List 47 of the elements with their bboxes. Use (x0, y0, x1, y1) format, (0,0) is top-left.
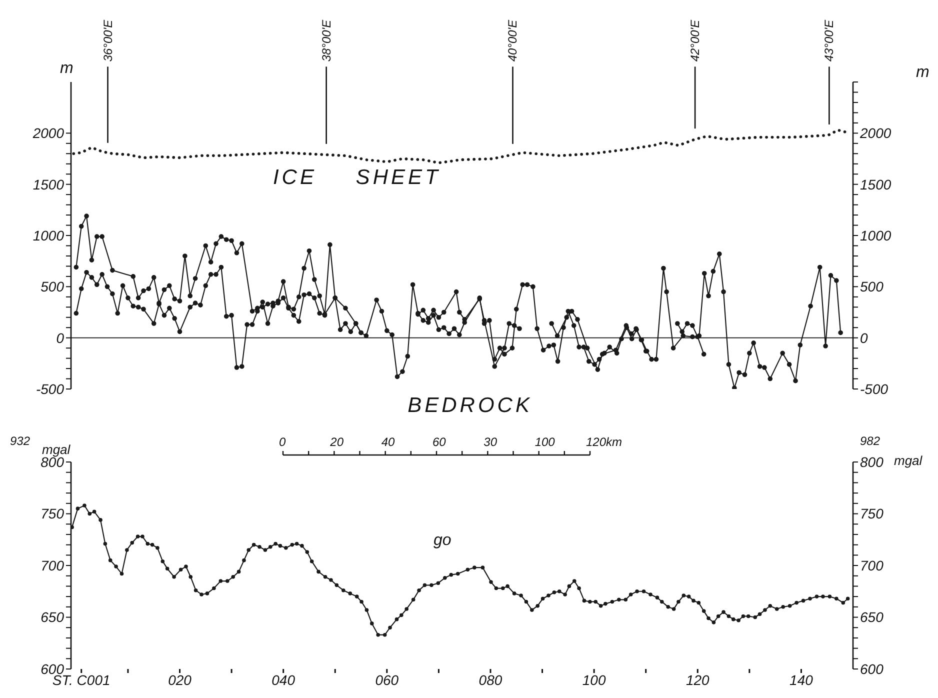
y-tick-label: -500 (36, 380, 64, 397)
y2-tick-label: -500 (860, 380, 888, 397)
ref-line-label: 36°00'E (100, 18, 115, 62)
y2-tick-label: 700 (860, 557, 884, 574)
text: 982 (860, 434, 880, 448)
text: 100 (534, 435, 555, 449)
x-tick-label: 040 (272, 672, 296, 688)
text: 30 (484, 435, 498, 449)
text: 60 (432, 435, 446, 449)
y-tick-label: 1500 (32, 176, 64, 192)
y2-tick-label: 600 (860, 660, 884, 677)
y2-tick-label: 800 (860, 454, 884, 470)
y-tick-label: 0 (56, 330, 64, 346)
x-tick-label: 100 (582, 672, 606, 688)
text: 0 (279, 435, 286, 449)
series-label: go (434, 532, 452, 550)
y-tick-label: 500 (40, 278, 64, 295)
x-tick-label: 080 (478, 672, 502, 688)
y2-tick-label: 1000 (860, 227, 892, 244)
ref-line-label: 42°00'E (688, 18, 702, 62)
y2-tick-label: 500 (860, 278, 884, 295)
text: 20 (330, 435, 344, 449)
annotation: ICE SHEET (272, 166, 441, 190)
y2-tick-label: 650 (860, 609, 884, 626)
y2-tick-label: 0 (860, 330, 868, 346)
y-tick-label: 700 (40, 557, 64, 574)
y2-tick-label: 2000 (859, 125, 892, 142)
x-tick-label: 140 (790, 672, 814, 688)
y2-axis-title: mgal (894, 453, 922, 468)
y-tick-label: 750 (40, 506, 64, 522)
ref-line-label: 38°00'E (319, 18, 334, 62)
y-tick-label: 1000 (32, 227, 64, 244)
y2-axis-title: m (916, 64, 930, 82)
text: 120km (586, 435, 622, 449)
ref-line-label: 40°00'E (506, 18, 520, 62)
x-tick-label: 120 (686, 672, 710, 688)
y2-tick-label: 750 (860, 506, 884, 522)
text: 40 (381, 435, 395, 449)
text: BEDROCK (408, 394, 532, 418)
y-tick-label: 2000 (32, 125, 64, 142)
y2-tick-label: 1500 (860, 176, 892, 192)
x-tick-label: 020 (168, 672, 192, 688)
ref-line-label: 43°00'E (822, 18, 836, 62)
y-tick-label: 650 (40, 609, 64, 626)
text: 932 (10, 434, 30, 448)
y-axis-title: m (60, 60, 74, 78)
x-tick-label: 060 (375, 672, 399, 688)
